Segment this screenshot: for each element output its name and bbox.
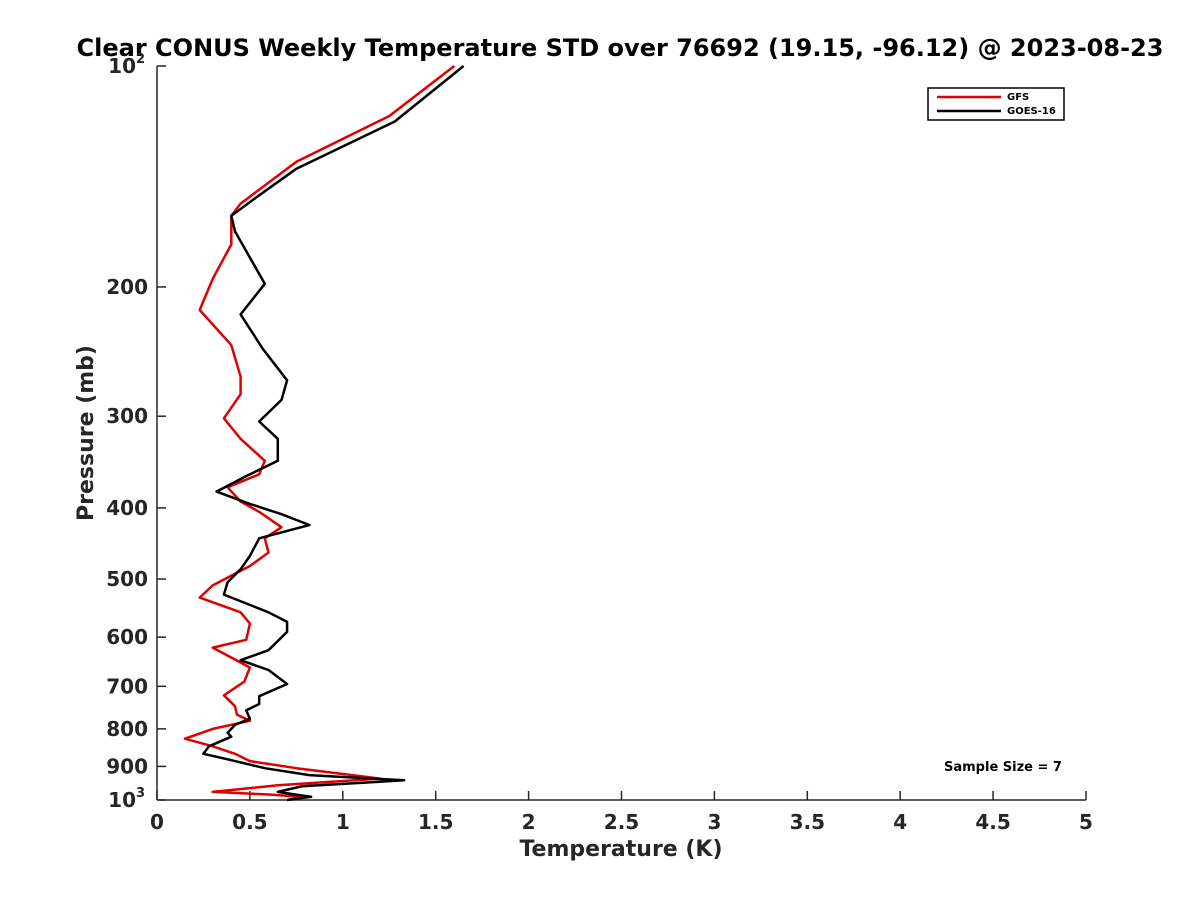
legend: GFS GOES-16 (927, 87, 1065, 121)
x-tick-label: 0.5 (232, 810, 267, 834)
legend-label-gfs: GFS (1007, 92, 1029, 103)
series-line-gfs (183, 65, 456, 802)
sample-size-annotation: Sample Size = 7 (944, 760, 1062, 775)
series-line-goes-16 (202, 65, 465, 802)
y-tick-label: 600 (106, 625, 148, 649)
y-tick-label: 900 (106, 754, 148, 778)
legend-label-goes-16: GOES-16 (1007, 106, 1056, 117)
x-tick-label: 2.5 (604, 810, 639, 834)
x-axis-label: Temperature (K) (519, 837, 722, 862)
y-tick-label: 700 (106, 674, 148, 698)
x-ticks: 0 0.5 1 1.5 2 2.5 3 3.5 4 4.5 5 (150, 791, 1093, 834)
legend-box (927, 87, 1065, 121)
y-tick-label: 200 (106, 275, 148, 299)
series-lines (183, 65, 465, 802)
y-tick-label: 500 (106, 567, 148, 591)
x-tick-label: 3.5 (790, 810, 825, 834)
x-tick-label: 0 (150, 810, 164, 834)
y-tick-exponent: 2 (136, 52, 145, 67)
y-tick-label: 400 (106, 496, 148, 520)
y-tick-label: 800 (106, 717, 148, 741)
y-tick-label: 300 (106, 404, 148, 428)
x-tick-label: 2 (522, 810, 536, 834)
y-tick-label: 10 (108, 788, 136, 812)
plot-area: 0 0.5 1 1.5 2 2.5 3 3.5 4 4.5 5 10 2200300400500600… (106, 52, 1093, 834)
x-tick-label: 3 (707, 810, 721, 834)
x-tick-label: 4 (893, 810, 907, 834)
y-tick-exponent: 3 (136, 786, 145, 801)
y-tick-label: 10 (108, 54, 136, 78)
x-tick-label: 1 (336, 810, 350, 834)
chart-title: Clear CONUS Weekly Temperature STD over … (77, 34, 1164, 62)
y-axis-label: Pressure (mb) (74, 345, 99, 521)
x-tick-label: 1.5 (418, 810, 453, 834)
x-tick-label: 4.5 (975, 810, 1010, 834)
x-tick-label: 5 (1079, 810, 1093, 834)
